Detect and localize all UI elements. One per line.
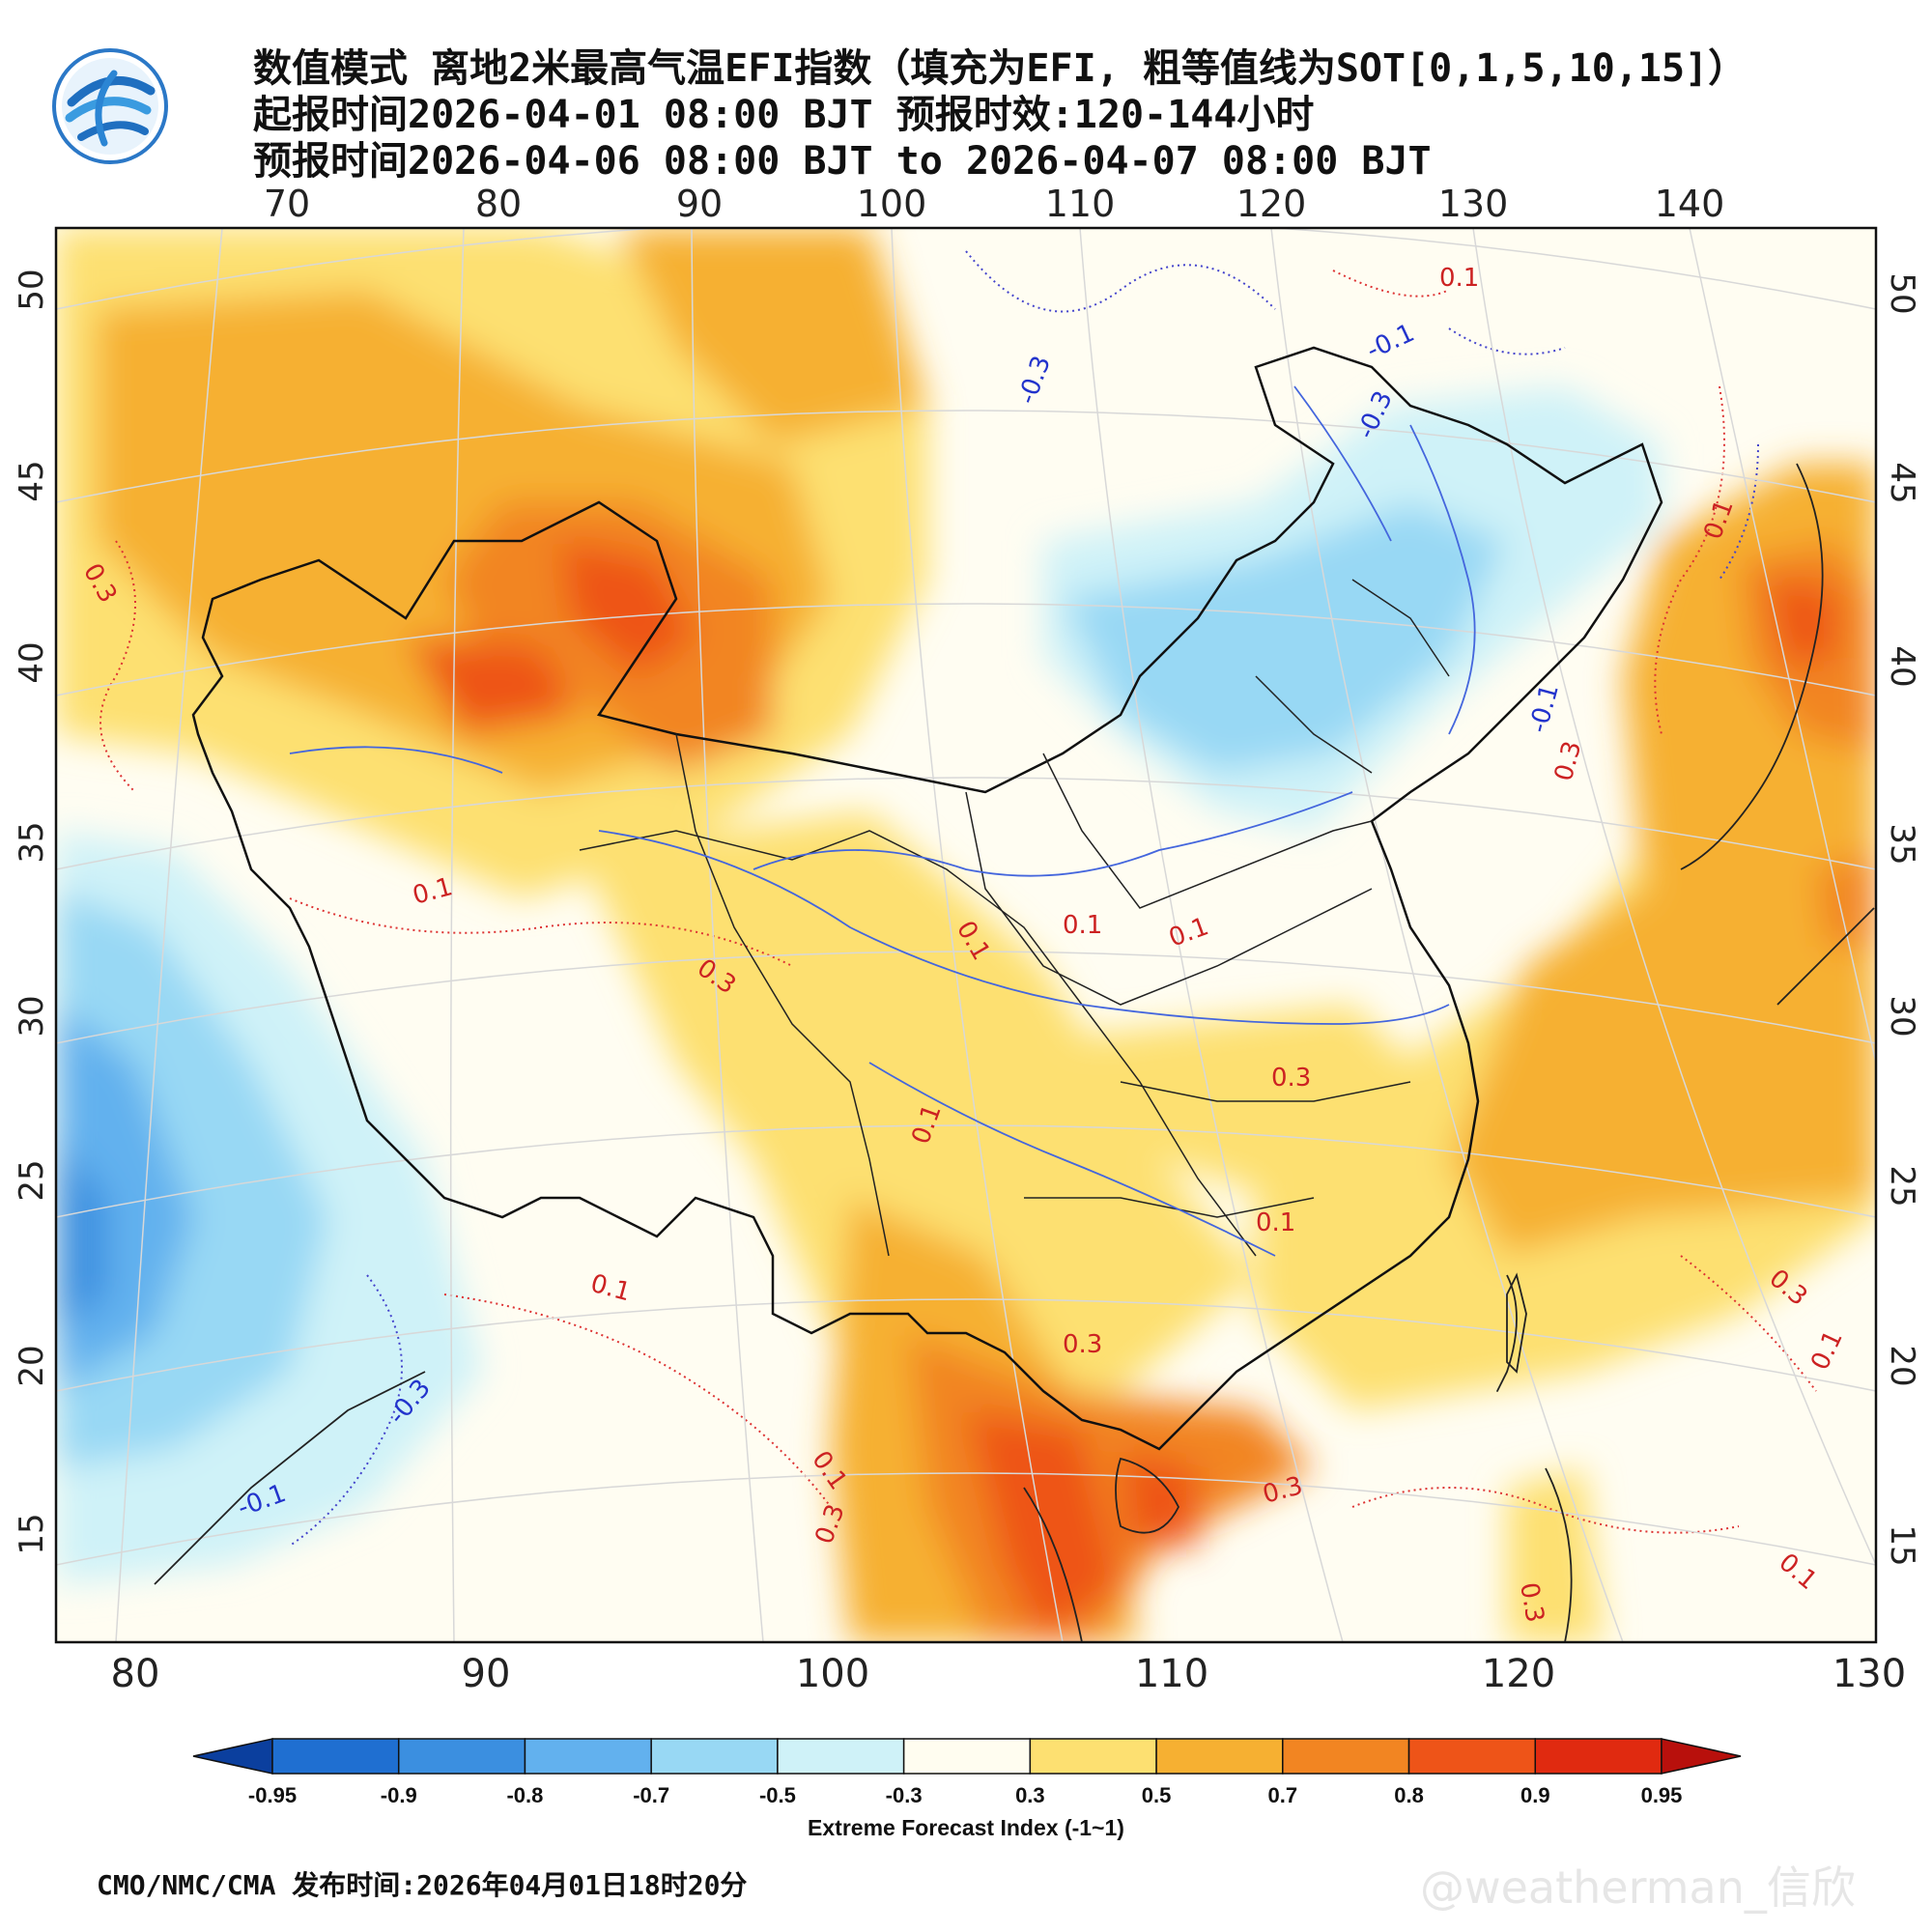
lon-label: 100: [796, 1652, 869, 1696]
contour-label: 0.1: [1439, 264, 1479, 293]
contour-label: 0.3: [1063, 1330, 1102, 1359]
colorbar-segment: [1029, 1738, 1157, 1775]
right-lat-labels: 50 45 40 35 30 25 20 15: [1883, 272, 1921, 1566]
colorbar-tick-label: 0.95: [1641, 1783, 1683, 1807]
init-time-line: 起报时间2026-04-01 08:00 BJT 预报时效:120-144小时: [253, 93, 1315, 137]
top-lon-labels: 70 80 90 100 110 120 130 140: [264, 183, 1724, 225]
valid-time-line: 预报时间2026-04-06 08:00 BJT to 2026-04-07 0…: [253, 139, 1432, 184]
lon-label: 70: [264, 183, 310, 225]
colorbar-tick-label: 0.7: [1268, 1783, 1298, 1807]
lon-label: 100: [857, 183, 927, 225]
colorbar: -0.95 -0.9 -0.8 -0.7 -0.5 -0.3 0.3 0.5 0.7 0.8 0.9…: [192, 1738, 1742, 1807]
china-boundary: [191, 346, 1663, 1451]
lat-label: 45: [1883, 462, 1921, 503]
lat-label: 15: [1883, 1524, 1921, 1566]
contour-label: 0.3: [1271, 1064, 1311, 1093]
colorbar-segment: [650, 1738, 779, 1775]
contour-label: 0.3: [1514, 1580, 1549, 1625]
colorbar-segment: [902, 1738, 1032, 1775]
contour-label: 0.1: [1256, 1208, 1295, 1237]
left-lat-labels: 50 45 40 35 30 25 20 15: [13, 269, 51, 1554]
colorbar-tick-label: 0.8: [1394, 1783, 1424, 1807]
contour-label: 0.1: [1063, 911, 1102, 940]
lon-label: 120: [1236, 183, 1307, 225]
watermark: @weatherman_信欣: [1420, 1861, 1856, 1914]
map-frame: [54, 226, 1878, 1644]
lat-label: 35: [1883, 823, 1921, 865]
lat-label: 20: [13, 1345, 51, 1386]
lon-label: 90: [462, 1652, 511, 1696]
lon-label: 90: [676, 183, 723, 225]
bottom-lon-labels: 80 90 100 110 120 130: [111, 1652, 1907, 1696]
lon-label: 140: [1655, 183, 1725, 225]
contour-labels: 0.1 -0.1 -0.3 -0.3 0.3 0.1 0.3 0.1 0.1 0…: [77, 264, 1849, 1625]
lat-label: 30: [13, 995, 51, 1037]
colorbar-tick-label: -0.95: [248, 1783, 297, 1807]
cma-logo: [52, 48, 168, 164]
lat-label: 35: [13, 821, 51, 863]
lon-label: 110: [1135, 1652, 1208, 1696]
lon-label: 130: [1438, 183, 1509, 225]
colorbar-tick-label: -0.7: [633, 1783, 669, 1807]
map-title: 数值模式 离地2米最高气温EFI指数（填充为EFI, 粗等值线为SOT[0,1,…: [253, 46, 1747, 91]
lat-label: 40: [13, 641, 51, 683]
colorbar-max-triangle: [1661, 1738, 1742, 1775]
lon-label: 110: [1045, 183, 1116, 225]
colorbar-segment: [271, 1738, 400, 1775]
lon-label: 130: [1833, 1652, 1906, 1696]
colorbar-tick-label: -0.5: [759, 1783, 796, 1807]
colorbar-segment: [524, 1738, 652, 1775]
colorbar-segment: [1155, 1738, 1284, 1775]
efi-field: 0.1 -0.1 -0.3 -0.3 0.3 0.1 0.3 0.1 0.1 0…: [56, 228, 1876, 1642]
colorbar-tick-label: -0.9: [381, 1783, 417, 1807]
lat-label: 15: [13, 1513, 51, 1554]
lon-label: 80: [475, 183, 522, 225]
colorbar-tick-label: -0.8: [506, 1783, 543, 1807]
colorbar-tick-label: -0.3: [886, 1783, 923, 1807]
lat-label: 30: [1883, 995, 1921, 1037]
colorbar-title: Extreme Forecast Index (-1~1): [808, 1815, 1124, 1840]
lat-label: 50: [1883, 272, 1921, 314]
publisher-line: CMO/NMC/CMA 发布时间:2026年04月01日18时20分: [97, 1869, 748, 1901]
lat-label: 40: [1883, 645, 1921, 687]
colorbar-segment: [1282, 1738, 1410, 1775]
colorbar-segment: [1534, 1738, 1662, 1775]
colorbar-segment: [397, 1738, 526, 1775]
lat-label: 50: [13, 269, 51, 310]
lat-label: 25: [13, 1159, 51, 1201]
colorbar-tick-label: 0.3: [1015, 1783, 1045, 1807]
colorbar-tick-label: 0.5: [1142, 1783, 1172, 1807]
colorbar-tick-label: 0.9: [1520, 1783, 1550, 1807]
colorbar-min-triangle: [192, 1738, 273, 1775]
lat-label: 25: [1883, 1165, 1921, 1207]
colorbar-segment: [777, 1738, 905, 1775]
lat-label: 20: [1883, 1345, 1921, 1386]
lat-label: 45: [13, 460, 51, 501]
lon-label: 120: [1482, 1652, 1555, 1696]
lon-label: 80: [111, 1652, 160, 1696]
colorbar-segment: [1407, 1738, 1537, 1775]
